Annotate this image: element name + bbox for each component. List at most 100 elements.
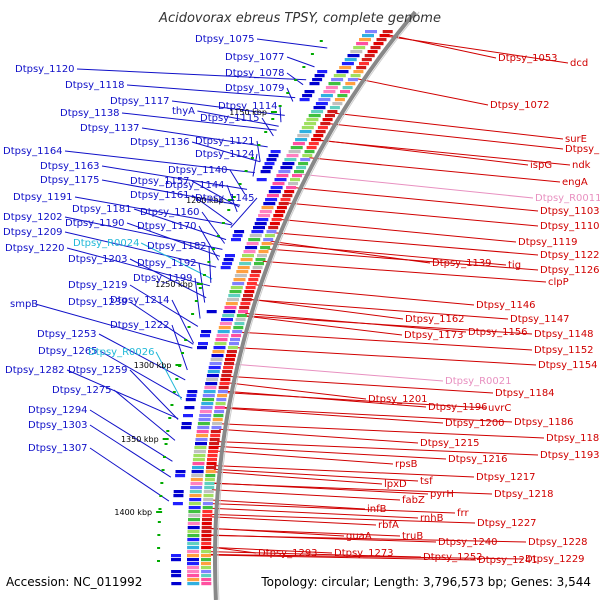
minor-tick — [157, 560, 160, 562]
gene-feature-outer — [268, 226, 279, 230]
gene-feature-inner — [308, 114, 321, 118]
left-connector — [141, 127, 268, 148]
left-connector — [89, 424, 172, 478]
gene-feature-inner — [341, 62, 354, 66]
gene-feature-inner — [268, 190, 281, 194]
gene-feature-inner — [217, 330, 230, 334]
gene-feature-outer — [245, 286, 256, 290]
left-connector — [171, 324, 188, 371]
right-connector — [239, 331, 533, 351]
right-label-dtpsy-1146: Dtpsy_1146 — [476, 300, 536, 311]
right-label-dtpsy-1139: Dtpsy_1139 — [432, 258, 492, 269]
left-connector — [191, 141, 261, 163]
left-label-dtpsy-1144: Dtpsy_1144 — [165, 180, 225, 191]
gene-feature-outer — [257, 254, 267, 258]
minor-tick — [310, 53, 314, 55]
right-label-dtpsy-1216: Dtpsy_1216 — [448, 454, 508, 465]
right-label-dtpsy-1053: Dtpsy_1053 — [498, 53, 558, 64]
gene-feature-outer — [239, 306, 250, 310]
right-label-ndk: ndk — [572, 160, 591, 171]
gene-feature-outer — [201, 534, 212, 538]
gene-feature-arrow — [175, 470, 186, 474]
gene-feature-inner — [323, 90, 336, 94]
left-connector — [198, 225, 219, 261]
left-connector — [74, 196, 232, 226]
gene-feature-inner — [284, 158, 297, 162]
left-label-dtpsy-1303: Dtpsy_1303 — [28, 420, 88, 431]
gene-feature-outer — [201, 526, 212, 530]
gene-feature-outer — [207, 454, 218, 458]
gene-feature-outer — [308, 142, 319, 146]
gene-feature-outer — [201, 530, 212, 534]
gene-feature-inner — [193, 450, 206, 454]
gene-feature-inner — [196, 434, 209, 438]
gene-feature-inner — [290, 146, 303, 150]
gene-feature-inner — [233, 278, 246, 282]
left-label-thya: thyA — [172, 106, 195, 117]
gene-feature-outer — [280, 198, 291, 202]
gene-feature-inner — [188, 518, 200, 522]
left-label-dtpsy-1202: Dtpsy_1202 — [3, 212, 63, 223]
gene-feature-inner — [313, 106, 326, 110]
minor-tick — [187, 326, 191, 328]
gene-feature-outer — [315, 130, 326, 134]
right-label-guaa: guaA — [346, 531, 372, 542]
gene-feature-outer — [244, 290, 255, 294]
gene-labels: Dtpsy_1075 Dtpsy_1077 Dtpsy_1120 Dtpsy_1078… — [3, 34, 600, 566]
left-connector — [129, 258, 207, 299]
backbone-inner-arc — [217, 11, 420, 600]
gene-feature-outer — [367, 50, 378, 54]
right-connector — [215, 450, 394, 465]
left-connector — [35, 303, 193, 349]
right-label-enga: engA — [562, 177, 588, 188]
gene-feature-outer — [201, 578, 212, 582]
left-connector — [198, 262, 206, 303]
right-connector — [235, 347, 537, 366]
genome-summary: Topology: circular; Length: 3,796,573 bp… — [260, 575, 591, 589]
gene-feature-outer — [282, 194, 293, 198]
right-label-dtpsy-1119: Dtpsy_1119 — [518, 237, 578, 248]
gene-feature-outer — [322, 118, 333, 122]
gene-feature-inner — [258, 214, 271, 218]
right-label-lpxd: lpxD — [384, 479, 407, 490]
right-connector — [309, 157, 561, 183]
gene-feature-inner — [256, 218, 269, 222]
gene-feature-outer — [203, 498, 214, 502]
gene-feature-arrow — [172, 502, 183, 506]
gene-feature-inner — [188, 506, 201, 510]
gene-feature-inner — [228, 294, 241, 298]
gene-feature-inner — [190, 486, 203, 490]
gene-feature-inner — [276, 174, 289, 178]
minor-tick — [286, 92, 290, 94]
gene-feature-inner — [189, 498, 202, 502]
gene-feature-inner — [230, 286, 243, 290]
right-connector — [244, 315, 403, 336]
gene-feature-inner — [270, 186, 283, 190]
gene-feature-outer — [236, 314, 247, 318]
right-label-infb: infB — [367, 504, 387, 515]
right-connector — [219, 428, 419, 444]
tick-label: 1200 kbp — [186, 196, 224, 205]
gene-feature-outer — [276, 206, 287, 210]
gene-feature-inner — [248, 238, 261, 242]
accession-label: Accession: NC_011992 — [6, 575, 142, 589]
left-label-dtpsy-1190: Dtpsy_1190 — [65, 218, 125, 229]
right-label-dtpsy-r0021: Dtpsy_R0021 — [445, 376, 512, 387]
gene-feature-inner — [261, 206, 274, 210]
gene-feature-arrow — [173, 494, 184, 498]
gene-feature-inner — [286, 154, 299, 158]
left-label-dtpsy-1175: Dtpsy_1175 — [40, 175, 100, 186]
right-label-dtpsy-1162: Dtpsy_1162 — [405, 314, 465, 325]
right-label-rnhb: rnhB — [420, 513, 444, 524]
gene-feature-outer — [212, 422, 223, 426]
left-connector — [286, 87, 294, 102]
gene-feature-arrow — [201, 330, 212, 334]
minor-tick — [319, 40, 323, 42]
gene-feature-outer — [219, 382, 230, 386]
gene-feature-outer — [269, 222, 280, 226]
gene-feature-outer — [238, 310, 248, 314]
gene-feature-arrow — [222, 262, 233, 266]
gene-feature-inner — [225, 302, 238, 306]
right-label-trub: truB — [402, 531, 423, 542]
